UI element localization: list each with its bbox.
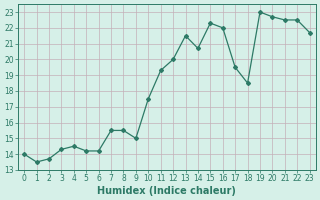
X-axis label: Humidex (Indice chaleur): Humidex (Indice chaleur) (98, 186, 236, 196)
